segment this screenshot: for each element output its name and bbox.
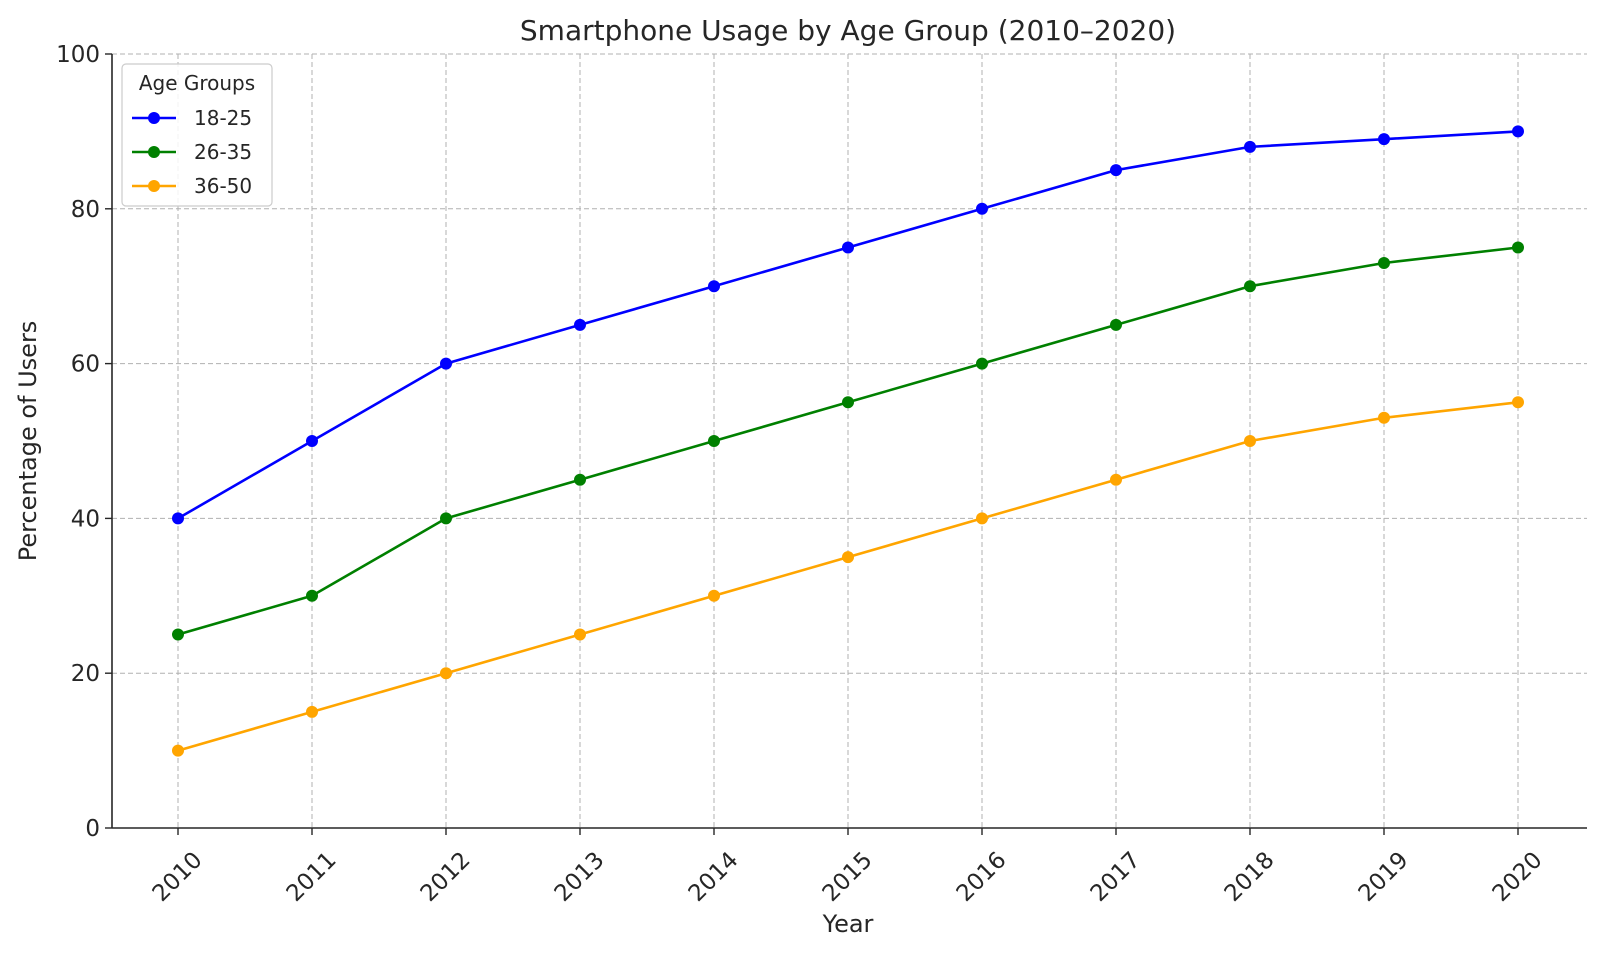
y-tick-label: 0 [85, 816, 100, 842]
data-point [976, 512, 988, 525]
x-tick-label: 2019 [1354, 847, 1414, 907]
legend-item: 36-50 [132, 174, 252, 198]
axes: 2010 2011 2012 2013 2014 2015 2016 2017 2018 2019… [56, 42, 1587, 907]
x-tick-label: 2018 [1220, 847, 1280, 907]
legend-title: Age Groups [139, 71, 255, 95]
chart-title: Smartphone Usage by Age Group (2010–2020… [520, 14, 1176, 47]
series-18-25 [172, 125, 1524, 525]
data-point [574, 473, 586, 486]
data-point [1378, 133, 1390, 146]
legend-label: 26-35 [194, 140, 252, 164]
x-tick-label: 2012 [416, 847, 476, 907]
y-tick-label: 20 [71, 661, 100, 687]
data-point [440, 667, 452, 680]
data-point [708, 435, 720, 447]
x-tick-label: 2011 [282, 847, 342, 907]
legend-item: 18-25 [132, 106, 252, 130]
data-point [172, 512, 184, 525]
x-tick-label: 2014 [684, 847, 744, 907]
data-point [1378, 411, 1390, 424]
y-tick-label: 40 [71, 506, 100, 532]
data-point [306, 589, 318, 602]
data-point [172, 628, 184, 641]
data-point [708, 589, 720, 602]
data-point [306, 705, 318, 718]
data-point [172, 744, 184, 757]
legend-marker [148, 112, 160, 124]
x-tick-label: 2016 [952, 847, 1012, 907]
data-point [1512, 241, 1524, 254]
legend-label: 18-25 [194, 106, 252, 130]
data-point [440, 512, 452, 525]
legend-label: 36-50 [194, 174, 252, 198]
x-tick-label: 2020 [1488, 847, 1548, 907]
data-point [440, 357, 452, 370]
legend-item: 26-35 [132, 140, 252, 164]
data-point [842, 551, 854, 564]
series-26-35 [172, 241, 1524, 641]
grid [112, 53, 1587, 828]
legend-box [121, 63, 273, 207]
data-point [1512, 396, 1524, 409]
data-point [1244, 280, 1256, 293]
series-layer [172, 125, 1524, 757]
data-point [1110, 164, 1122, 177]
data-point [1110, 473, 1122, 486]
data-point [1110, 318, 1122, 331]
legend-marker [148, 180, 160, 192]
data-point [976, 202, 988, 215]
data-point [1512, 125, 1524, 138]
series-line [177, 130, 1519, 520]
x-tick-label: 2017 [1086, 847, 1146, 907]
y-axis-label: Percentage of Users [14, 321, 42, 562]
data-point [708, 280, 720, 293]
data-point [1244, 140, 1256, 153]
x-tick-label: 2013 [550, 847, 610, 907]
data-point [306, 435, 318, 447]
y-tick-label: 80 [71, 197, 100, 223]
x-tick-label: 2010 [148, 847, 208, 907]
data-point [1244, 435, 1256, 447]
y-tick-label: 100 [56, 42, 100, 68]
y-tick-label: 60 [71, 352, 100, 378]
data-point [842, 396, 854, 409]
legend-marker [148, 146, 160, 158]
data-point [574, 318, 586, 331]
data-point [976, 357, 988, 370]
data-point [574, 628, 586, 641]
series-36-50 [172, 396, 1524, 757]
x-axis-label: Year [822, 910, 874, 938]
x-tick-label: 2015 [818, 847, 878, 907]
data-point [842, 241, 854, 254]
data-point [1378, 256, 1390, 269]
legend: Age Groups 18-25 26-35 36-50 [121, 63, 273, 207]
